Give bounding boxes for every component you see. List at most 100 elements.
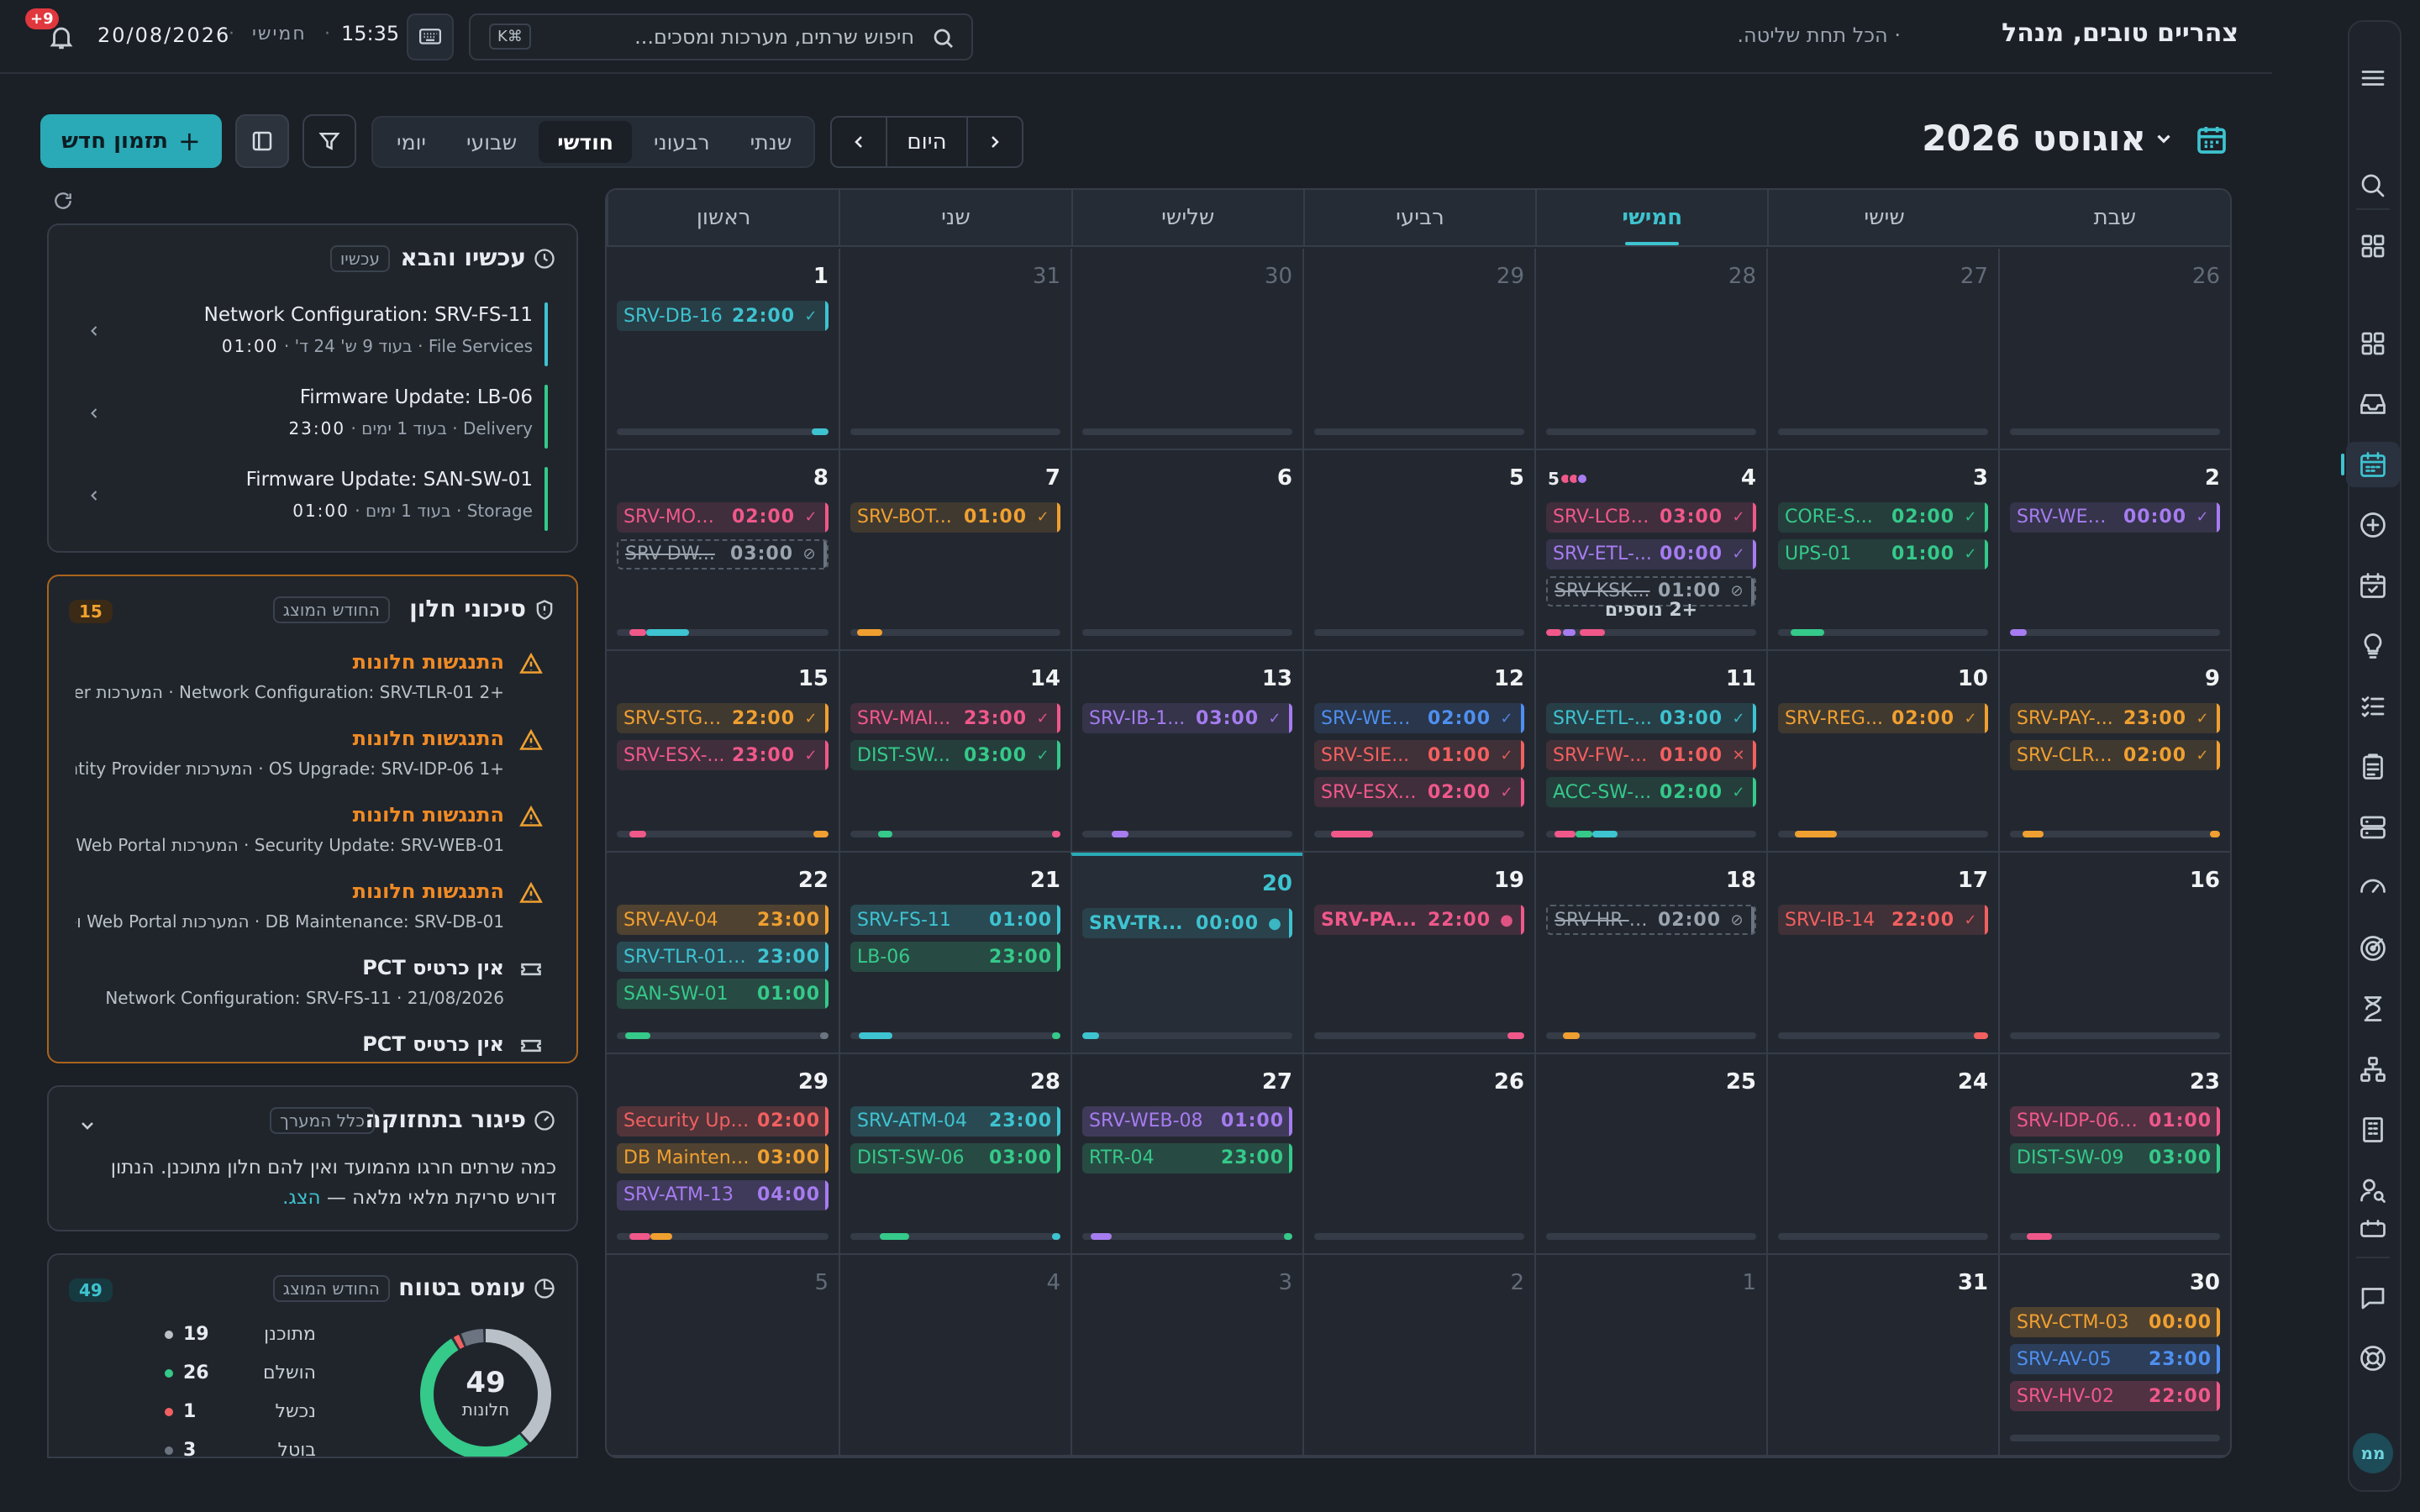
event-chip[interactable]: UPS-01 01:00 ✓ (1778, 538, 1988, 570)
today-button[interactable]: היום (886, 118, 968, 166)
day-cell[interactable]: 29 Security Upd... 02:00 DB Maintena... 03:0… (607, 1054, 839, 1256)
event-chip[interactable]: SRV-AV-04 23:00 (617, 905, 829, 935)
view-tab-3[interactable]: רבעוני (635, 121, 729, 163)
day-cell[interactable]: 25 (1534, 1053, 1766, 1256)
event-chip[interactable]: SRV-AV-05 23:00 (2010, 1344, 2220, 1375)
event-chip[interactable]: DIST-SW-09 03:00 (2010, 1142, 2220, 1173)
day-cell[interactable]: 11 SRV-ETL-... 03:00 ✓ SRV-FW-... 01:00 ✕ ACC-S… (1534, 651, 1766, 853)
rail-support-button[interactable] (2346, 1336, 2400, 1381)
day-cell[interactable]: 15 SRV-STG-... 22:00 ✓ SRV-ESX-... 23:00 ✓ (607, 651, 839, 853)
event-chip[interactable]: SRV-MAI... 23:00 ✓ (850, 703, 1060, 734)
month-title[interactable]: אוגוסט 2026 (1922, 118, 2146, 159)
view-tab-4[interactable]: שנתי (732, 121, 811, 163)
day-cell[interactable]: 31 (1766, 1255, 1998, 1457)
day-cell[interactable]: 4 (839, 1255, 1071, 1457)
day-cell[interactable]: 18 SRV-HR-07 02:00 ⊘ (1534, 853, 1766, 1054)
avatar[interactable]: ממ (2353, 1433, 2393, 1473)
upcoming-item[interactable]: Network Configuration: SRV-FS-11 File Se… (74, 302, 548, 366)
day-cell[interactable]: 9 SRV-PAY-... 23:00 ✓ SRV-CLR-... 02:00 ✓ (1998, 651, 2230, 853)
event-chip[interactable]: SRV-IB-14 22:00 ✓ (1778, 905, 1988, 935)
event-chip[interactable]: SRV-WEB... 02:00 ✓ (1314, 703, 1524, 734)
rail-hierarchy-button[interactable] (2346, 1047, 2400, 1092)
risk-item[interactable]: אין כרטיס PCT Network Configuration: SRV-… (76, 956, 548, 1023)
day-cell[interactable]: 31 (839, 249, 1071, 450)
search-input[interactable]: חיפוש שרתים, מערכות ומסכים... ⌘K (469, 13, 973, 60)
day-cell[interactable]: 5 (1302, 449, 1534, 652)
rail-chat-button[interactable] (2346, 1275, 2400, 1320)
event-chip[interactable]: SRV-REG... 02:00 ✓ (1778, 703, 1988, 734)
chevron-down-icon[interactable] (2153, 128, 2175, 150)
event-chip[interactable]: SRV-MOB... 02:00 ✓ (617, 501, 829, 533)
event-chip[interactable]: SAN-SW-01 01:00 (617, 979, 829, 1009)
event-chip[interactable]: SRV-TLR-01 ... 23:00 (617, 942, 829, 972)
day-cell[interactable]: 29 (1302, 249, 1534, 450)
day-cell[interactable]: 23 SRV-IDP-06 ... 01:00 DIST-SW-09 03:00 (1998, 1053, 2230, 1256)
event-chip[interactable]: Security Upd... 02:00 (617, 1105, 829, 1137)
event-chip[interactable]: SRV-FS-11 01:00 (850, 905, 1060, 935)
view-tab-0[interactable]: יומי (378, 121, 445, 163)
notifications-button[interactable]: 9+ (25, 8, 76, 54)
day-cell[interactable]: 30 (1071, 249, 1302, 450)
rail-dashboard-button[interactable] (2346, 321, 2400, 366)
day-cell[interactable]: 20 SRV-TR... 00:00 ● (1071, 853, 1302, 1054)
day-cell[interactable]: 3 CORE-S... 02:00 ✓ UPS-01 01:00 ✓ (1766, 449, 1998, 652)
rail-user-search-button[interactable] (2346, 1168, 2400, 1213)
day-cell[interactable]: 21 SRV-FS-11 01:00 LB-06 23:00 (839, 853, 1071, 1054)
event-chip[interactable]: SRV-SIE... 01:00 ✓ (1314, 740, 1524, 771)
event-chip[interactable]: SRV-PAY-... 23:00 ✓ (2010, 703, 2220, 734)
next-month-button[interactable] (968, 118, 1022, 166)
risk-item[interactable]: התנגשות חלונות +2 Network Configuration: … (76, 650, 548, 717)
event-chip[interactable]: SRV-ESX-... 02:00 ✓ (1314, 777, 1524, 808)
rail-clipboard-button[interactable] (2346, 744, 2400, 790)
day-cell[interactable]: 16 (1998, 853, 2230, 1054)
event-chip[interactable]: SRV-STG-... 22:00 ✓ (617, 703, 829, 734)
day-cell[interactable]: 3 (1071, 1255, 1302, 1457)
day-cell[interactable]: 8 SRV-MOB... 02:00 ✓ SRV-DW... 03:00 ⊘ (607, 450, 839, 652)
event-chip[interactable]: SRV-HV-02 22:00 (2010, 1381, 2220, 1412)
day-cell[interactable]: 30 SRV-CTM-03 00:00 SRV-AV-05 23:00 SRV-HV-02… (1998, 1255, 2230, 1457)
event-chip[interactable]: SRV-WEB-08 01:00 (1082, 1105, 1292, 1137)
event-chip[interactable]: SRV-IB-1... 03:00 ✓ (1082, 703, 1292, 734)
rail-hourglass-button[interactable] (2346, 986, 2400, 1032)
event-chip[interactable]: SRV-ATM-13 04:00 (617, 1179, 829, 1210)
event-chip[interactable]: SRV-KSK... 01:00 ⊘ (1546, 575, 1756, 606)
day-cell[interactable]: 2 (1302, 1255, 1534, 1457)
upcoming-item[interactable]: Firmware Update: LB-06 Delivery · בעוד 1… (74, 385, 548, 449)
filter-button[interactable] (302, 114, 356, 168)
day-cell[interactable]: 19 SRV-PA... 22:00 ● (1302, 853, 1534, 1054)
event-chip[interactable]: SRV-ETL-... 00:00 ✓ (1546, 538, 1756, 570)
day-cell[interactable]: 24 (1766, 1053, 1998, 1256)
rail-server-button[interactable] (2346, 805, 2400, 850)
new-schedule-button[interactable]: + תזמון חדש (40, 114, 222, 168)
day-cell[interactable]: 26 (1998, 249, 2230, 450)
event-chip[interactable]: SRV-ETL-... 03:00 ✓ (1546, 703, 1756, 734)
view-tab-2[interactable]: חודשי (539, 121, 632, 163)
risk-item[interactable]: אין כרטיס PCT (76, 1032, 548, 1062)
day-cell[interactable]: 27 SRV-WEB-08 01:00 RTR-04 23:00 (1071, 1053, 1302, 1256)
day-cell[interactable]: 10 SRV-REG... 02:00 ✓ (1766, 651, 1998, 853)
event-chip[interactable]: CORE-S... 02:00 ✓ (1778, 501, 1988, 533)
day-cell[interactable]: 17 SRV-IB-14 22:00 ✓ (1766, 853, 1998, 1054)
rail-gauge-button[interactable] (2346, 865, 2400, 911)
event-chip[interactable]: SRV-HR-07 02:00 ⊘ (1546, 905, 1756, 935)
event-chip[interactable]: SRV-FW-... 01:00 ✕ (1546, 740, 1756, 771)
event-chip[interactable]: SRV-ATM-04 23:00 (850, 1105, 1060, 1137)
event-chip[interactable]: ACC-SW-... 02:00 ✓ (1546, 777, 1756, 808)
day-cell[interactable]: 28 SRV-ATM-04 23:00 DIST-SW-06 03:00 (839, 1053, 1071, 1256)
chevron-down-icon[interactable] (77, 1116, 97, 1136)
event-chip[interactable]: DIST-SW-06 03:00 (850, 1142, 1060, 1173)
rail-add-circle-button[interactable] (2346, 502, 2400, 548)
day-cell[interactable]: 7 SRV-BOT... 01:00 ✓ (839, 449, 1071, 652)
upcoming-item[interactable]: Firmware Update: SAN-SW-01 Storage · בעו… (74, 467, 548, 531)
show-link[interactable]: הצג. (282, 1187, 321, 1209)
event-chip[interactable]: SRV-ESX-... 23:00 ✓ (617, 740, 829, 771)
event-chip[interactable]: RTR-04 23:00 (1082, 1142, 1292, 1173)
rail-calendar-small-button[interactable] (2346, 1220, 2400, 1240)
event-chip[interactable]: SRV-IDP-06 ... 01:00 (2010, 1105, 2220, 1137)
day-cell[interactable]: 14 SRV-MAI... 23:00 ✓ DIST-SW... 03:00 ✓ (839, 651, 1071, 853)
day-cell[interactable]: 2 SRV-WEB... 00:00 ✓ (1998, 449, 2230, 652)
rail-building-button[interactable] (2346, 1107, 2400, 1152)
rail-calendar-check-button[interactable] (2346, 563, 2400, 608)
rail-menu-button[interactable] (2346, 55, 2400, 101)
risk-item[interactable]: התנגשות חלונות DB Maintenance: SRV-DB-01 … (76, 879, 548, 947)
